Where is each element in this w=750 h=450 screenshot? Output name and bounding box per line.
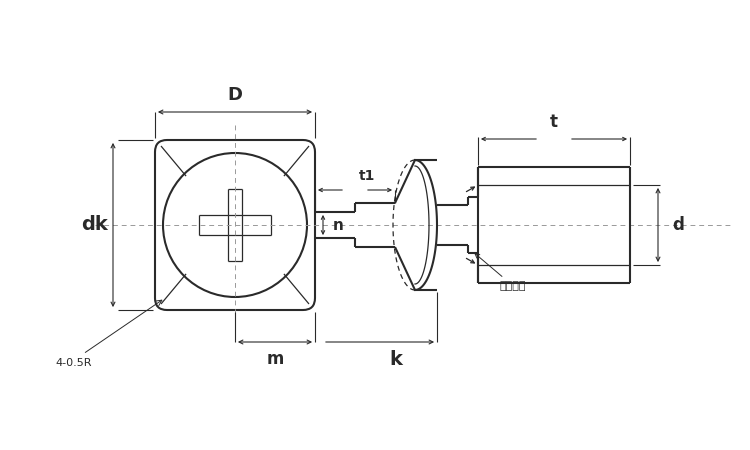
Text: n: n <box>333 217 344 233</box>
Text: t1: t1 <box>358 169 375 183</box>
Text: スパック: スパック <box>475 253 526 291</box>
Text: D: D <box>227 86 242 104</box>
Text: m: m <box>266 350 284 368</box>
Text: t: t <box>550 113 558 131</box>
Text: k: k <box>389 350 403 369</box>
Text: d: d <box>672 216 684 234</box>
Text: 4-0.5R: 4-0.5R <box>55 358 92 368</box>
Text: dk: dk <box>82 216 108 234</box>
